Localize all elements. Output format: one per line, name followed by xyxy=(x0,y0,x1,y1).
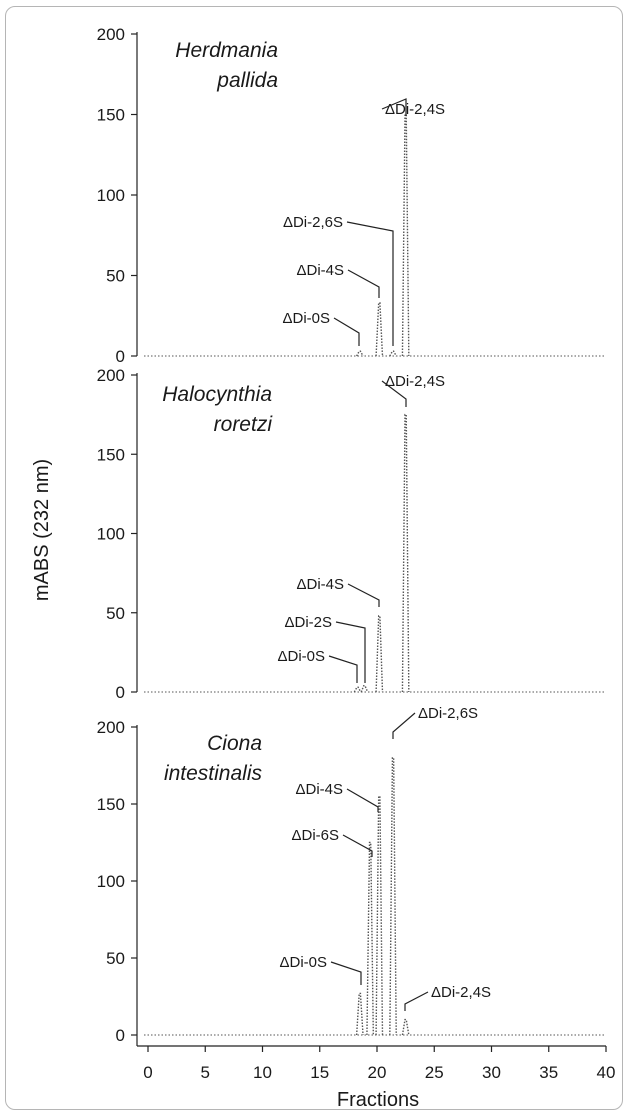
peak-label: ΔDi-2S xyxy=(284,614,332,631)
peak-label: ΔDi-2,4S xyxy=(431,984,491,1001)
y-tick-label: 50 xyxy=(106,949,125,968)
peak-label: ΔDi-2,6S xyxy=(283,214,343,231)
panel-title: Ciona xyxy=(207,732,262,755)
chromatogram-peak xyxy=(389,350,397,357)
panel-title: intestinalis xyxy=(164,762,263,785)
peak-label: ΔDi-0S xyxy=(277,648,325,665)
chromatogram-peak xyxy=(375,615,384,693)
x-tick-label: 35 xyxy=(539,1063,558,1082)
y-tick-label: 150 xyxy=(97,795,125,814)
peak-label: ΔDi-4S xyxy=(295,781,343,798)
x-tick-label: 40 xyxy=(597,1063,616,1082)
y-tick-label: 150 xyxy=(97,445,125,464)
peak-leader-line xyxy=(347,583,380,607)
peak-leader-line xyxy=(404,991,429,1011)
chromatogram-peak xyxy=(366,841,375,1036)
peak-leader-line xyxy=(347,269,380,298)
y-tick-label: 0 xyxy=(116,1026,125,1045)
x-tick-label: 10 xyxy=(253,1063,272,1082)
x-tick-label: 15 xyxy=(310,1063,329,1082)
y-tick-label: 200 xyxy=(97,25,125,44)
peak-label: ΔDi-4S xyxy=(296,576,344,593)
chromatogram-peak xyxy=(353,686,362,693)
peak-leader-line xyxy=(342,834,373,857)
peak-label: ΔDi-6S xyxy=(291,827,339,844)
chromatogram-peak xyxy=(401,413,410,693)
y-tick-label: 100 xyxy=(97,872,125,891)
y-axis-label: mABS (232 nm) xyxy=(31,459,53,601)
x-axis-label: Fractions xyxy=(337,1089,419,1111)
x-tick-label: 30 xyxy=(482,1063,501,1082)
panel-title: roretzi xyxy=(214,413,274,436)
peak-label: ΔDi-2,4S xyxy=(385,373,445,390)
peak-label: ΔDi-4S xyxy=(296,262,344,279)
panel-title: pallida xyxy=(216,69,278,92)
chromatogram-peak xyxy=(375,302,384,357)
x-tick-label: 0 xyxy=(143,1063,152,1082)
chromatogram-peak xyxy=(356,350,364,357)
peak-leader-line xyxy=(333,317,360,346)
y-tick-label: 150 xyxy=(97,106,125,125)
y-tick-label: 0 xyxy=(116,347,125,366)
y-tick-label: 100 xyxy=(97,525,125,544)
y-tick-label: 50 xyxy=(106,267,125,286)
peak-leader-line xyxy=(328,655,358,683)
chromatogram-peak xyxy=(401,1018,410,1036)
panel-title: Halocynthia xyxy=(162,383,272,406)
peak-leader-line xyxy=(392,712,416,739)
peak-label: ΔDi-0S xyxy=(282,310,330,327)
peak-leader-line xyxy=(330,961,362,985)
peak-label: ΔDi-0S xyxy=(279,954,327,971)
peak-leader-line xyxy=(346,788,379,812)
x-tick-label: 5 xyxy=(201,1063,210,1082)
peak-leader-line xyxy=(381,98,407,116)
y-tick-label: 0 xyxy=(116,683,125,702)
chromatogram-peak xyxy=(355,992,364,1036)
peak-leader-line xyxy=(335,621,366,683)
peak-label: ΔDi-2,4S xyxy=(385,101,445,118)
y-tick-label: 200 xyxy=(97,366,125,385)
peak-leader-line xyxy=(346,221,394,346)
peak-label: ΔDi-2,6S xyxy=(418,705,478,722)
chromatogram-peak xyxy=(389,757,397,1036)
x-tick-label: 25 xyxy=(425,1063,444,1082)
y-tick-label: 200 xyxy=(97,718,125,737)
chromatogram-peak xyxy=(401,113,410,357)
panel-title: Herdmania xyxy=(175,39,278,62)
figure-frame xyxy=(5,6,623,1110)
chromatogram-peak xyxy=(360,684,369,693)
y-tick-label: 50 xyxy=(106,604,125,623)
peak-leader-line xyxy=(381,380,407,407)
chromatogram-peak xyxy=(375,795,384,1036)
y-tick-label: 100 xyxy=(97,186,125,205)
x-tick-label: 20 xyxy=(368,1063,387,1082)
